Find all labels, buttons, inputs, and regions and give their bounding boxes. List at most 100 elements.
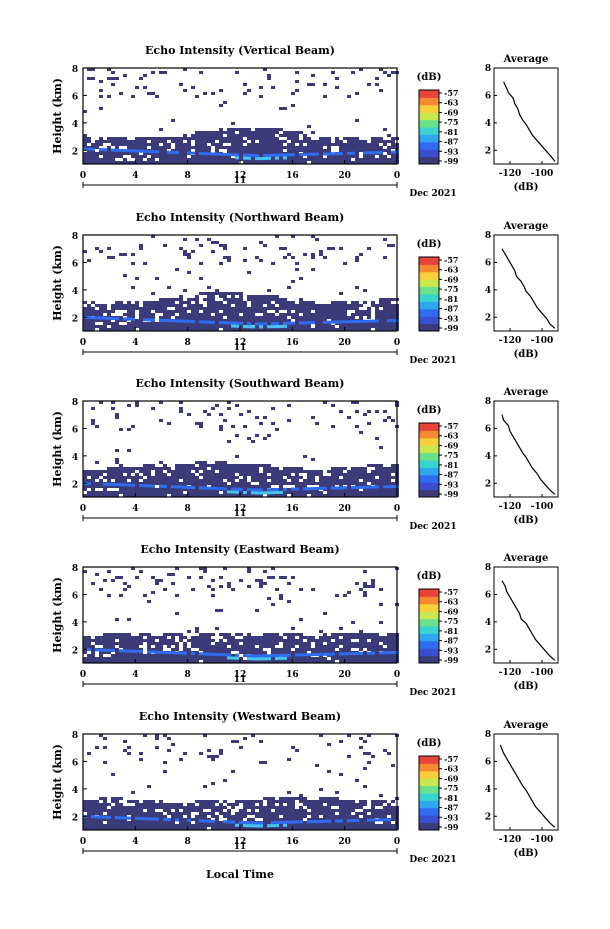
heatmap-cell bbox=[387, 803, 391, 806]
heatmap-cell bbox=[211, 292, 215, 295]
heatmap-cell bbox=[107, 473, 111, 476]
heatmap-cell bbox=[387, 479, 391, 482]
heatmap-cell bbox=[275, 648, 279, 651]
heatmap-cell bbox=[107, 137, 111, 140]
heatmap-cell bbox=[243, 464, 247, 467]
heatmap-cell bbox=[195, 325, 199, 328]
x-tick-label: 0 bbox=[80, 338, 86, 348]
heatmap-cell bbox=[203, 140, 207, 143]
heatmap-cell bbox=[191, 467, 195, 470]
heatmap-cell bbox=[295, 648, 299, 651]
heatmap-cell bbox=[155, 476, 159, 479]
heatmap-cell bbox=[259, 241, 263, 244]
heatmap-cell bbox=[231, 806, 235, 809]
colorbar-swatch bbox=[419, 807, 439, 816]
heatmap-cell bbox=[303, 137, 307, 140]
heatmap-cell bbox=[307, 636, 311, 639]
heatmap-cell bbox=[267, 146, 271, 149]
heatmap-cell bbox=[99, 143, 103, 146]
heatmap-cell bbox=[239, 304, 243, 307]
heatmap-cell bbox=[139, 570, 143, 573]
heatmap-cell bbox=[95, 310, 99, 313]
heatmap-cell bbox=[255, 485, 259, 488]
heatmap-cell bbox=[383, 470, 387, 473]
heatmap-cell bbox=[99, 797, 103, 800]
heatmap-strong-cell bbox=[119, 148, 123, 152]
heatmap-cell bbox=[215, 645, 219, 648]
heatmap-cell bbox=[379, 636, 383, 639]
heatmap-cell bbox=[235, 455, 239, 458]
heatmap-cell bbox=[199, 425, 203, 428]
heatmap-cell bbox=[287, 491, 291, 494]
heatmap-cell bbox=[291, 803, 295, 806]
heatmap-cell bbox=[383, 238, 387, 241]
heatmap-cell bbox=[363, 645, 367, 648]
heatmap-cell bbox=[227, 128, 231, 131]
heatmap-cell bbox=[367, 488, 371, 491]
heatmap-cell bbox=[215, 821, 219, 824]
heatmap-cell bbox=[175, 137, 179, 140]
heatmap-cell bbox=[379, 482, 383, 485]
heatmap-strong-cell bbox=[387, 818, 391, 822]
heatmap-cell bbox=[279, 298, 283, 301]
heatmap-cell bbox=[107, 657, 111, 660]
heatmap-cell bbox=[263, 812, 267, 815]
avg-y-tick-label: 4 bbox=[485, 286, 491, 296]
heatmap-cell bbox=[203, 149, 207, 152]
heatmap-cell bbox=[315, 140, 319, 143]
heatmap-cell bbox=[283, 576, 287, 579]
heatmap-strong-cell bbox=[203, 486, 207, 490]
heatmap-cell bbox=[255, 143, 259, 146]
heatmap-cell bbox=[119, 301, 123, 304]
heatmap-cell bbox=[251, 464, 255, 467]
heatmap-cell bbox=[339, 322, 343, 325]
heatmap-cell bbox=[135, 576, 139, 579]
heatmap-cell bbox=[311, 458, 315, 461]
heatmap-cell bbox=[367, 313, 371, 316]
heatmap-cell bbox=[239, 134, 243, 137]
heatmap-cell bbox=[151, 654, 155, 657]
heatmap-cell bbox=[111, 797, 115, 800]
heatmap-cell bbox=[111, 821, 115, 824]
heatmap-cell bbox=[219, 476, 223, 479]
heatmap-cell bbox=[319, 651, 323, 654]
heatmap-cell bbox=[327, 636, 331, 639]
heatmap-cell bbox=[199, 642, 203, 645]
heatmap-cell bbox=[139, 310, 143, 313]
heatmap-cell bbox=[275, 651, 279, 654]
heatmap-cell bbox=[227, 304, 231, 307]
heatmap-strong-cell bbox=[291, 820, 295, 824]
heatmap-cell bbox=[103, 325, 107, 328]
heatmap-strong-cell bbox=[307, 321, 311, 325]
heatmap-cell bbox=[99, 642, 103, 645]
heatmap-cell bbox=[291, 161, 295, 164]
heatmap-cell bbox=[151, 479, 155, 482]
heatmap-cell bbox=[343, 639, 347, 642]
heatmap-cell bbox=[359, 316, 363, 319]
heatmap-cell bbox=[331, 467, 335, 470]
heatmap-cell bbox=[259, 316, 263, 319]
heatmap-cell bbox=[267, 818, 271, 821]
heatmap-cell bbox=[115, 806, 119, 809]
heatmap-cell bbox=[339, 803, 343, 806]
heatmap-cell bbox=[219, 143, 223, 146]
heatmap-cell bbox=[355, 470, 359, 473]
heatmap-cell bbox=[167, 491, 171, 494]
heatmap-strong-cell bbox=[159, 318, 163, 322]
heatmap-cell bbox=[111, 815, 115, 818]
heatmap-cell bbox=[199, 146, 203, 149]
heatmap-cell bbox=[219, 461, 223, 464]
heatmap-strong-cell bbox=[291, 153, 295, 157]
heatmap-cell bbox=[259, 152, 263, 155]
heatmap-strong-cell bbox=[151, 318, 155, 322]
heatmap-cell bbox=[215, 310, 219, 313]
heatmap-cell bbox=[179, 476, 183, 479]
heatmap-cell bbox=[91, 648, 95, 651]
heatmap-strong-cell bbox=[239, 487, 243, 491]
heatmap-cell bbox=[215, 627, 219, 630]
heatmap-cell bbox=[231, 143, 235, 146]
heatmap-cell bbox=[147, 325, 151, 328]
heatmap-cell bbox=[215, 818, 219, 821]
heatmap-cell bbox=[191, 645, 195, 648]
heatmap-strong-cell bbox=[123, 317, 127, 321]
